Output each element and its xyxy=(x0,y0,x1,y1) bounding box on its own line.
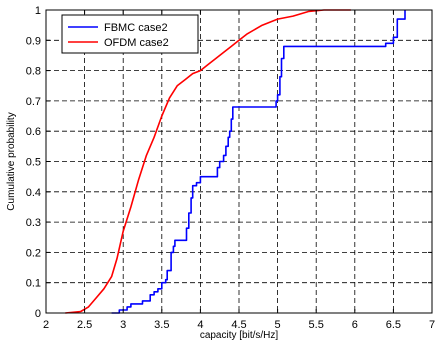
y-tick-label: 0.3 xyxy=(26,217,41,229)
x-tick-label: 7 xyxy=(429,319,435,331)
x-tick-label: 4 xyxy=(197,319,203,331)
legend-label-ofdm: OFDM case2 xyxy=(104,37,169,49)
y-tick-label: 0.5 xyxy=(26,157,41,169)
y-tick-label: 0.9 xyxy=(26,35,41,47)
x-tick-labels: 2 2.5 3 3.5 4 4.5 5 5.5 6 6.5 7 xyxy=(43,319,435,331)
series-lines xyxy=(65,9,406,314)
y-tick-label: 0.4 xyxy=(26,187,41,199)
legend: FBMC case2 OFDM case2 xyxy=(61,14,199,54)
y-tick-labels: 0 0.1 0.2 0.3 0.4 0.5 0.6 0.7 0.8 0.9 1 xyxy=(26,5,41,320)
x-tick-label: 3.5 xyxy=(154,319,169,331)
x-tick-label: 2.5 xyxy=(77,319,92,331)
y-tick-label: 0.8 xyxy=(26,66,41,78)
y-tick-label: 0.2 xyxy=(26,247,41,259)
legend-label-fbmc: FBMC case2 xyxy=(104,22,168,34)
ticks xyxy=(45,9,433,314)
y-tick-label: 1 xyxy=(35,5,41,17)
y-axis-label: Cumulative probability xyxy=(6,112,17,210)
series-line-ofdm xyxy=(65,9,351,314)
x-tick-label: 6.5 xyxy=(386,319,401,331)
y-tick-label: 0 xyxy=(35,308,41,320)
x-tick-label: 3 xyxy=(120,319,126,331)
x-tick-label: 5.5 xyxy=(309,319,324,331)
x-tick-label: 5 xyxy=(275,319,281,331)
y-tick-label: 0.6 xyxy=(26,126,41,138)
x-tick-label: 6 xyxy=(352,319,358,331)
series-line-fbmc xyxy=(111,10,406,314)
x-tick-label: 2 xyxy=(43,319,49,331)
x-axis-label: capacity [bit/s/Hz] xyxy=(200,330,279,341)
grid xyxy=(46,10,432,313)
x-tick-label: 4.5 xyxy=(231,319,246,331)
y-tick-label: 0.1 xyxy=(26,278,41,290)
y-tick-label: 0.7 xyxy=(26,96,41,108)
legend-box xyxy=(61,14,199,54)
